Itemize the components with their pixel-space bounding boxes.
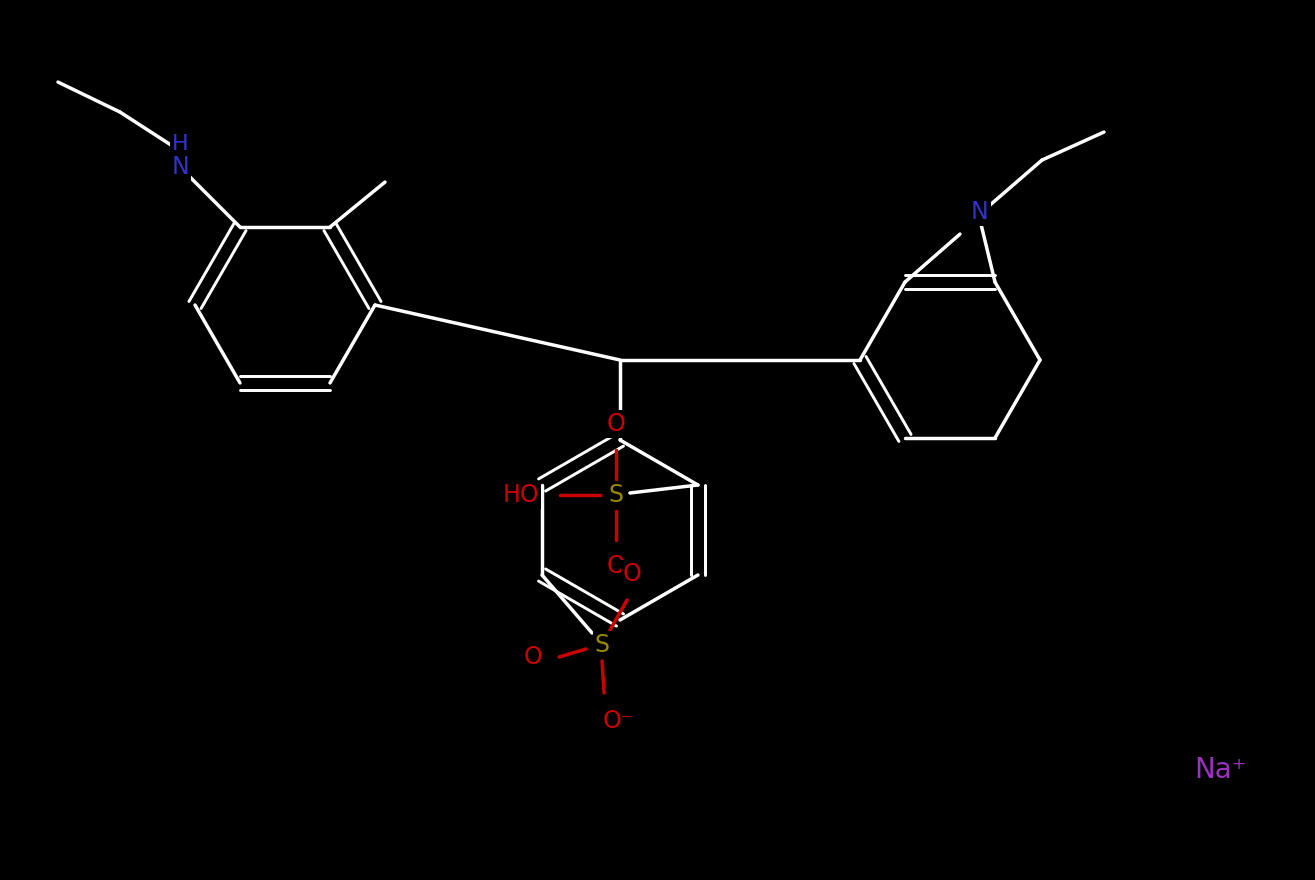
Text: H: H	[172, 134, 188, 154]
Text: HO: HO	[502, 483, 539, 507]
Text: O: O	[623, 562, 642, 586]
Text: S: S	[594, 633, 610, 657]
Text: N: N	[970, 200, 989, 224]
Text: O⁻: O⁻	[602, 709, 634, 733]
Text: O: O	[606, 554, 626, 578]
Text: S: S	[609, 483, 623, 507]
Text: N: N	[171, 155, 189, 179]
Text: Na⁺: Na⁺	[1194, 756, 1247, 784]
Text: O: O	[523, 645, 542, 669]
Text: O: O	[606, 412, 626, 436]
